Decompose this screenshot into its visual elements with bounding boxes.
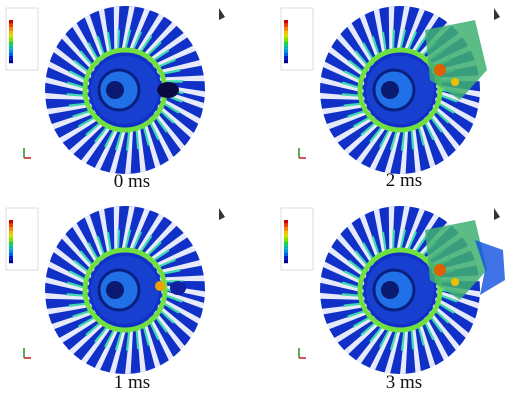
legend-swatch <box>284 238 288 242</box>
figure: 0 ms 2 ms 1 ms 3 ms <box>0 0 521 402</box>
damage <box>451 278 459 286</box>
legend-swatch <box>9 242 13 246</box>
hub-core <box>106 281 124 299</box>
legend-swatch <box>9 220 13 224</box>
legend-swatch <box>284 20 288 24</box>
legend-swatch <box>284 256 288 260</box>
legend-swatch <box>9 49 13 53</box>
legend-swatch <box>9 249 13 253</box>
panel <box>281 206 505 374</box>
legend-swatch <box>284 245 288 249</box>
legend-swatch <box>284 42 288 46</box>
legend-swatch <box>9 227 13 231</box>
time-label: 2 ms <box>386 170 422 191</box>
projectile <box>157 82 179 98</box>
legend-swatch <box>284 249 288 253</box>
legend-swatch <box>284 27 288 31</box>
legend-swatch <box>284 227 288 231</box>
legend-swatch <box>9 20 13 24</box>
legend-swatch <box>284 34 288 38</box>
legend-swatch <box>284 31 288 35</box>
legend-swatch <box>284 252 288 256</box>
legend-swatch <box>284 24 288 28</box>
legend-swatch <box>9 245 13 249</box>
hub-core <box>381 81 399 99</box>
legend-swatch <box>9 56 13 60</box>
panel <box>6 6 225 174</box>
legend-swatch <box>284 260 288 264</box>
panel <box>281 6 500 174</box>
legend-swatch <box>284 45 288 49</box>
legend-swatch <box>9 252 13 256</box>
legend-swatch <box>9 31 13 35</box>
damage <box>155 281 165 291</box>
legend-swatch <box>284 234 288 238</box>
time-label: 1 ms <box>114 372 150 393</box>
damage <box>434 264 446 276</box>
legend-swatch <box>9 231 13 235</box>
legend-swatch <box>9 45 13 49</box>
hub-core <box>106 81 124 99</box>
legend-swatch <box>284 231 288 235</box>
panel <box>6 206 225 374</box>
legend-swatch <box>9 234 13 238</box>
damage <box>434 64 446 76</box>
legend-swatch <box>284 49 288 53</box>
projectile <box>170 281 186 295</box>
legend-swatch <box>9 24 13 28</box>
time-label: 0 ms <box>114 171 150 192</box>
legend-swatch <box>284 224 288 228</box>
legend-swatch <box>9 38 13 42</box>
legend-swatch <box>9 256 13 260</box>
legend-swatch <box>9 260 13 264</box>
legend-swatch <box>9 27 13 31</box>
legend-swatch <box>9 34 13 38</box>
legend-swatch <box>284 56 288 60</box>
view-icon <box>219 208 225 220</box>
legend-swatch <box>9 224 13 228</box>
legend-swatch <box>9 60 13 64</box>
legend-swatch <box>9 42 13 46</box>
legend-swatch <box>284 60 288 64</box>
damage <box>451 78 459 86</box>
view-icon <box>219 8 225 20</box>
legend-swatch <box>9 238 13 242</box>
legend-swatch <box>284 242 288 246</box>
legend-swatch <box>284 52 288 56</box>
legend-swatch <box>9 52 13 56</box>
view-icon <box>494 8 500 20</box>
hub-core <box>381 281 399 299</box>
legend-swatch <box>284 38 288 42</box>
legend-swatch <box>284 220 288 224</box>
view-icon <box>494 208 500 220</box>
time-label: 3 ms <box>386 372 422 393</box>
